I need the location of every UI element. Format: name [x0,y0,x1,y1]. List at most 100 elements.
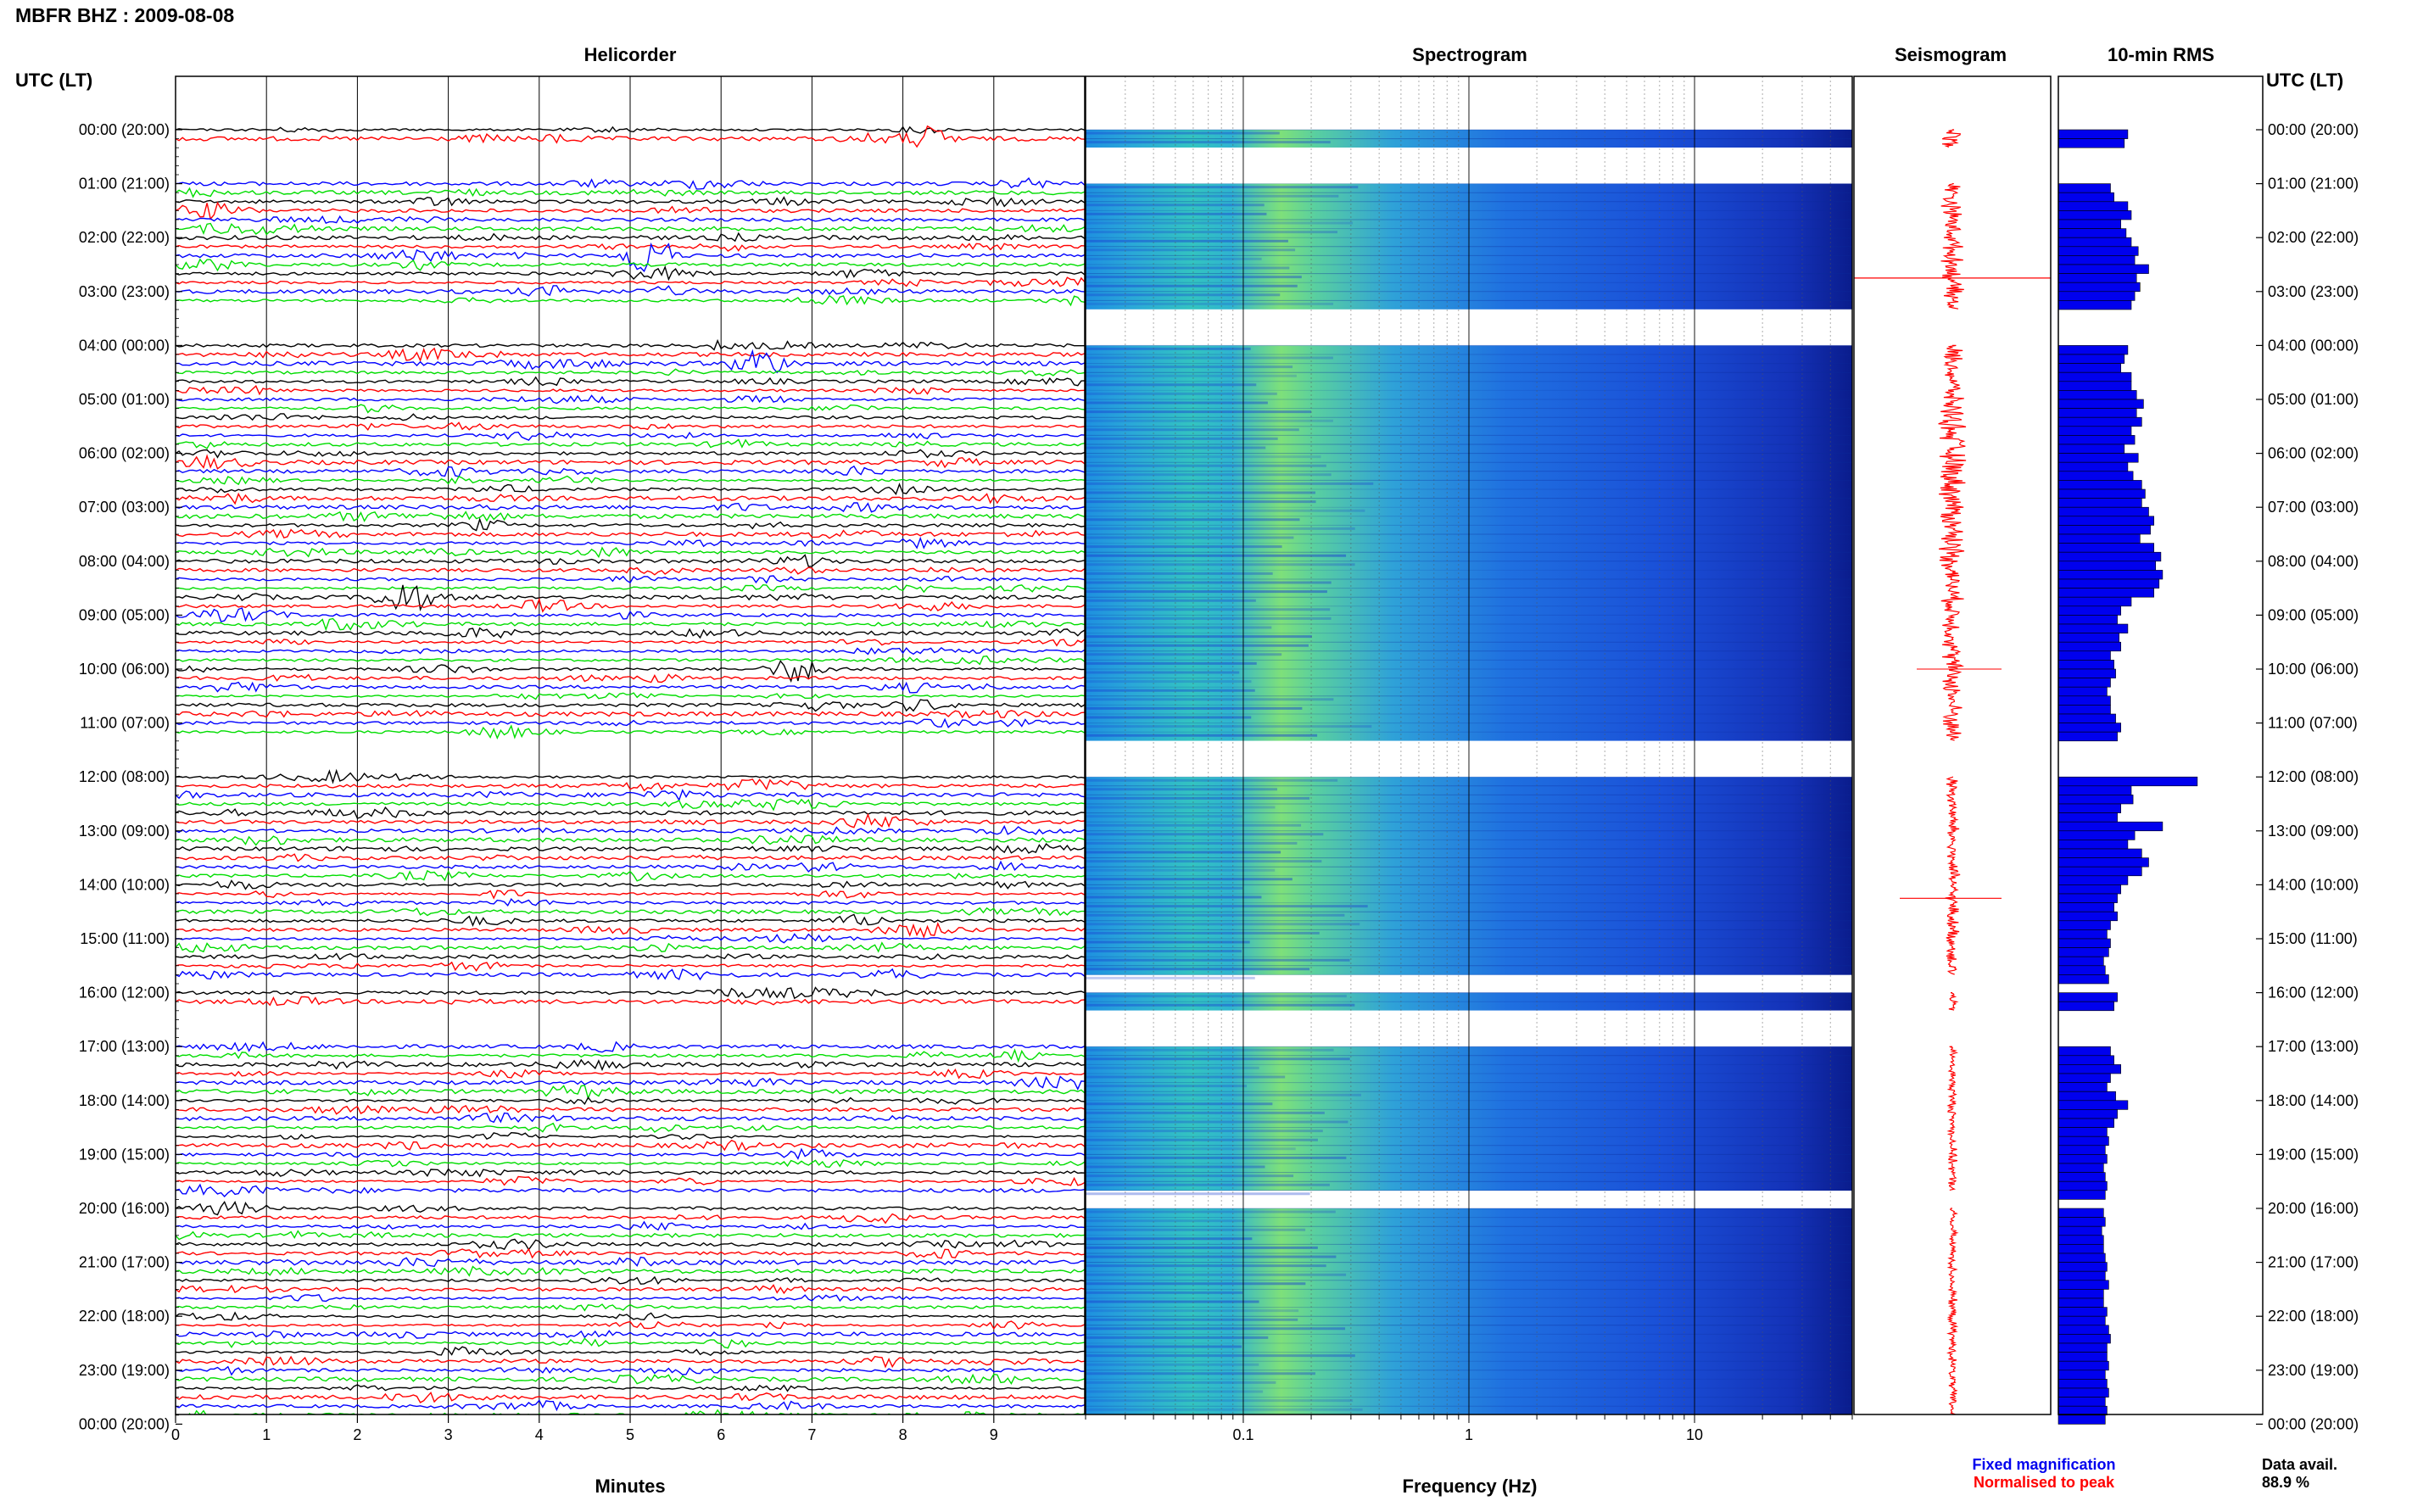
rms-bar [2057,633,2119,643]
helicorder-trace [176,483,1085,495]
rms-bar [2057,902,2114,912]
time-tick-label-right: 21:00 (17:00) [2268,1254,2359,1271]
time-tick-label-left: 01:00 (21:00) [79,176,170,192]
rms-bar [2057,803,2121,813]
helicorder-trace [176,1330,1085,1339]
helicorder-trace [176,941,1085,953]
rms-bar [2057,1370,2106,1380]
rms-bar [2057,444,2125,454]
rms-bar [2057,525,2151,535]
rms-bar [2057,830,2136,840]
helicorder-trace [176,692,1085,700]
helicorder-trace [176,285,1085,297]
rms-bar [2057,623,2129,633]
time-tick-label-left: 04:00 (00:00) [79,337,170,354]
seismogram-frame [1853,75,2052,1415]
helicorder-trace [176,126,1085,134]
time-tick-label-left: 18:00 (14:00) [79,1092,170,1109]
helicorder-trace [176,1183,1085,1198]
time-tick-label-left: 00:00 (20:00) [79,1415,170,1432]
helicorder-trace [176,681,1085,694]
helicorder-trace [176,492,1085,505]
helicorder-trace [176,1122,1085,1133]
rms-bar [2057,1082,2108,1092]
minutes-axis-label: Minutes [595,1476,665,1497]
helicorder-trace [176,710,1085,719]
time-tick-label-right: 05:00 (01:00) [2268,391,2359,408]
rms-bar [2057,1307,2108,1317]
helicorder-trace [176,454,1085,470]
helicorder-trace [176,853,1085,862]
time-tick-label-left: 15:00 (11:00) [80,930,170,947]
rms-bar [2057,345,2129,355]
rms-bar [2057,920,2111,930]
rms-panel [2057,129,2198,1425]
rms-bar [2057,1297,2104,1308]
rms-bar [2057,713,2116,723]
helicorder-trace [176,232,1085,243]
utc-label-left: UTC (LT) [15,70,92,91]
helicorder-trace [176,768,1085,784]
rms-bar [2057,561,2156,571]
helicorder-trace [176,215,1085,224]
helicorder-trace [176,639,1085,647]
time-tick-label-left: 22:00 (18:00) [79,1308,170,1325]
seismogram-trace [1941,129,1961,148]
time-tick-label-right: 11:00 (07:00) [2268,715,2358,732]
helicorder-trace [176,517,1085,532]
rms-bar [2057,210,2132,220]
rms-bar [2057,1342,2108,1353]
helicorder-trace [176,860,1085,873]
helicorder-trace [176,431,1085,441]
helicorder-trace [176,834,1085,846]
helicorder-trace [176,413,1085,421]
time-tick-label-right: 15:00 (11:00) [2268,930,2358,947]
rms-bar [2057,1180,2108,1191]
helicorder-trace [176,717,1085,728]
helicorder-panel [176,76,1085,1414]
helicorder-trace [176,1112,1085,1124]
rms-bar [2057,1270,2106,1281]
helicorder-trace [176,1346,1085,1357]
helicorder-trace [176,1265,1085,1277]
helicorder-trace [176,889,1085,900]
rms-bar [2057,371,2132,382]
helicorder-trace [176,1168,1085,1178]
rms-bar [2057,1091,2116,1102]
rms-bar [2057,291,2136,301]
rms-bar [2057,533,2141,544]
helicorder-trace [176,347,1085,362]
helicorder-trace [176,196,1085,208]
rms-bar [2057,686,2108,697]
rms-bar [2057,1109,2118,1119]
helicorder-trace [176,812,1085,829]
time-tick-label-left: 09:00 (05:00) [79,606,170,623]
helicorder-trace [176,394,1085,405]
helicorder-trace [176,986,1085,1000]
rms-frame [2057,75,2264,1415]
helicorder-trace [176,913,1085,927]
seismogram-trace [1948,992,1959,1011]
frequency-tick-label: 1 [1465,1426,1473,1443]
time-tick-label-right: 17:00 (13:00) [2268,1038,2359,1055]
time-tick-label-left: 12:00 (08:00) [79,768,170,785]
rms-bar [2057,390,2137,400]
seismogram-trace [1938,344,1967,741]
minute-tick-label: 3 [444,1426,453,1443]
rms-bar [2057,705,2111,715]
rms-bar [2057,354,2125,364]
time-tick-label-right: 06:00 (02:00) [2268,445,2359,462]
rms-bar [2057,1208,2104,1218]
rms-bar [2057,506,2149,517]
helicorder-trace [176,338,1085,351]
rms-bar [2057,1154,2108,1164]
helicorder-trace [176,778,1085,792]
rms-bar [2057,498,2142,508]
helicorder-trace [176,597,1085,613]
time-tick-label-left: 03:00 (23:00) [79,283,170,300]
rms-bar [2057,551,2162,562]
helicorder-trace [176,584,1085,612]
helicorder-trace [176,1303,1085,1312]
helicorder-trace [176,933,1085,944]
